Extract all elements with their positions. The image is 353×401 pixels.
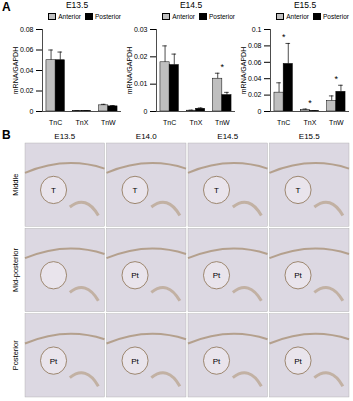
- svg-text:mRNA/GAPDH: mRNA/GAPDH: [126, 47, 133, 94]
- svg-text:TnW: TnW: [101, 119, 116, 126]
- svg-text:Pt: Pt: [50, 357, 58, 366]
- svg-text:TnX: TnX: [76, 119, 89, 126]
- svg-text:0.04: 0.04: [20, 67, 34, 74]
- svg-text:mRNA/GAPDH: mRNA/GAPDH: [240, 47, 247, 94]
- svg-text:0.08: 0.08: [20, 26, 34, 33]
- svg-text:0: 0: [144, 108, 148, 115]
- svg-text:T: T: [296, 186, 301, 195]
- svg-text:Pt: Pt: [213, 271, 221, 280]
- svg-text:TnW: TnW: [215, 119, 230, 126]
- svg-text:0.1: 0.1: [252, 26, 262, 33]
- svg-text:Posterior: Posterior: [11, 340, 20, 371]
- svg-text:TnW: TnW: [329, 119, 344, 126]
- svg-text:E14.0: E14.0: [136, 132, 157, 141]
- svg-text:T: T: [133, 186, 138, 195]
- svg-text:TnC: TnC: [277, 119, 290, 126]
- svg-text:0: 0: [30, 108, 34, 115]
- svg-text:0: 0: [258, 108, 262, 115]
- svg-text:Pt: Pt: [131, 357, 139, 366]
- html-text:A: A: [2, 0, 11, 14]
- html-text:Posterior: Posterior: [95, 12, 121, 20]
- html-text:Posterior: Posterior: [323, 12, 349, 20]
- svg-text:Pt: Pt: [213, 357, 221, 366]
- html-text:E15.5: E15.5: [293, 0, 317, 10]
- svg-text:0.02: 0.02: [134, 53, 148, 60]
- svg-text:T: T: [51, 186, 56, 195]
- svg-text:TnC: TnC: [163, 119, 176, 126]
- svg-text:mRNA/GAPDH: mRNA/GAPDH: [12, 47, 19, 94]
- svg-text:E13.5: E13.5: [54, 132, 75, 141]
- svg-text:TnC: TnC: [49, 119, 62, 126]
- svg-text:E14.5: E14.5: [217, 132, 238, 141]
- html-text:Anterior: Anterior: [286, 12, 309, 20]
- svg-text:Pt: Pt: [131, 271, 139, 280]
- svg-text:Pt: Pt: [294, 357, 302, 366]
- svg-text:T: T: [214, 186, 219, 195]
- html-text:E13.5: E13.5: [65, 0, 89, 10]
- svg-text:0.01: 0.01: [134, 80, 148, 87]
- svg-text:*: *: [335, 74, 339, 84]
- svg-text:0.08: 0.08: [248, 42, 262, 49]
- svg-text:0.06: 0.06: [248, 59, 262, 66]
- svg-text:TnX: TnX: [190, 119, 203, 126]
- svg-text:Middle: Middle: [11, 174, 20, 196]
- svg-text:TnX: TnX: [304, 119, 317, 126]
- html-text:E14.5: E14.5: [179, 0, 203, 10]
- svg-text:0.06: 0.06: [20, 46, 34, 53]
- svg-text:0.03: 0.03: [134, 26, 148, 33]
- svg-text:B: B: [2, 128, 11, 142]
- svg-text:0.02: 0.02: [248, 91, 262, 98]
- svg-text:Pt: Pt: [294, 271, 302, 280]
- html-text:Posterior: Posterior: [209, 12, 235, 20]
- svg-text:Mid-posterior: Mid-posterior: [11, 248, 20, 292]
- html-text:Anterior: Anterior: [58, 12, 81, 20]
- svg-text:E15.5: E15.5: [299, 132, 320, 141]
- svg-text:*: *: [221, 62, 225, 72]
- svg-text:0.02: 0.02: [20, 87, 34, 94]
- svg-text:*: *: [308, 98, 312, 108]
- html-text:Anterior: Anterior: [172, 12, 195, 20]
- svg-text:0.04: 0.04: [248, 75, 262, 82]
- svg-text:*: *: [282, 32, 286, 42]
